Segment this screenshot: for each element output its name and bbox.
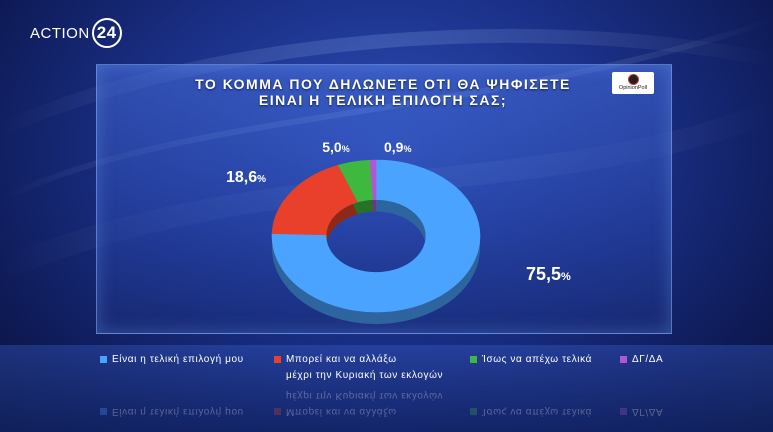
legend-item: Είναι η τελική επιλογή μου: [100, 353, 244, 367]
legend-label: Μπορεί και να αλλάξω μέχρι την Κυριακή τω…: [286, 390, 444, 417]
channel-logo: ACTION 24: [30, 18, 122, 48]
legend-reflection: Είναι η τελική επιλογή μου Μπορεί και να …: [0, 390, 773, 418]
data-label-value: 0,9: [384, 139, 404, 155]
legend-item: ΔΓ/ΔΑ: [620, 404, 663, 418]
channel-name: ACTION: [30, 24, 90, 42]
legend-label: Ίσως να απέχω τελικά: [482, 406, 592, 417]
data-label-unit: %: [342, 144, 350, 154]
data-label: 75,5%: [526, 264, 571, 284]
legend-label: Ίσως να απέχω τελικά: [482, 354, 592, 365]
data-label-value: 75,5: [526, 264, 561, 284]
legend-item: Μπορεί και να αλλάξω μέχρι την Κυριακή τω…: [274, 353, 443, 383]
data-label-unit: %: [561, 271, 571, 283]
data-label: 0,9%: [384, 139, 411, 155]
legend-label: Είναι η τελική επιλογή μου: [112, 406, 244, 417]
legend-swatch: [274, 356, 281, 363]
donut-top: [271, 159, 481, 313]
chart-legend: Είναι η τελική επιλογή μου Μπορεί και να …: [0, 353, 773, 383]
pollster-logo: OpinionPoll: [612, 72, 654, 94]
pollster-name: OpinionPoll: [618, 85, 648, 91]
legend-swatch: [100, 408, 107, 415]
data-label-value: 18,6: [226, 169, 257, 186]
legend-item: ΔΓ/ΔΑ: [620, 353, 663, 367]
legend-swatch: [620, 356, 627, 363]
legend-swatch: [470, 356, 477, 363]
data-label: 5,0%: [322, 139, 349, 155]
slice: [369, 159, 377, 200]
legend-swatch: [274, 408, 281, 415]
chart-title: ΤΟ ΚΟΜΜΑ ΠΟΥ ΔΗΛΩΝΕΤΕ ΟΤΙ ΘΑ ΨΗΦΙΣΕΤΕ ΕΙ…: [96, 76, 670, 108]
legend-swatch: [470, 408, 477, 415]
stage-floor: [0, 345, 773, 432]
legend-swatch: [100, 356, 107, 363]
legend-label: Είναι η τελική επιλογή μου: [112, 354, 244, 365]
pollster-logo-icon: [627, 74, 639, 85]
data-label-unit: %: [257, 174, 266, 185]
slice: [271, 164, 359, 236]
title-line-1: ΤΟ ΚΟΜΜΑ ΠΟΥ ΔΗΛΩΝΕΤΕ ΟΤΙ ΘΑ ΨΗΦΙΣΕΤΕ: [195, 76, 571, 92]
legend-label: ΔΓ/ΔΑ: [632, 406, 664, 417]
data-label-unit: %: [403, 144, 411, 154]
data-label-value: 5,0: [322, 139, 342, 155]
legend-label: Μπορεί και να αλλάξω μέχρι την Κυριακή τω…: [286, 354, 444, 381]
title-line-2: ΕΙΝΑΙ Η ΤΕΛΙΚΗ ΕΠΙΛΟΓΗ ΣΑΣ;: [258, 92, 508, 108]
channel-number: 24: [91, 18, 122, 48]
slice: [271, 159, 481, 313]
legend-item: Μπορεί και να αλλάξω μέχρι την Κυριακή τω…: [274, 388, 443, 418]
data-label: 18,6%: [226, 169, 266, 186]
legend-item: Είναι η τελική επιλογή μου: [100, 404, 244, 418]
legend-item: Ίσως να απέχω τελικά: [470, 353, 592, 367]
legend-label: ΔΓ/ΔΑ: [632, 354, 664, 365]
legend-item: Ίσως να απέχω τελικά: [470, 404, 592, 418]
legend-swatch: [620, 408, 627, 415]
